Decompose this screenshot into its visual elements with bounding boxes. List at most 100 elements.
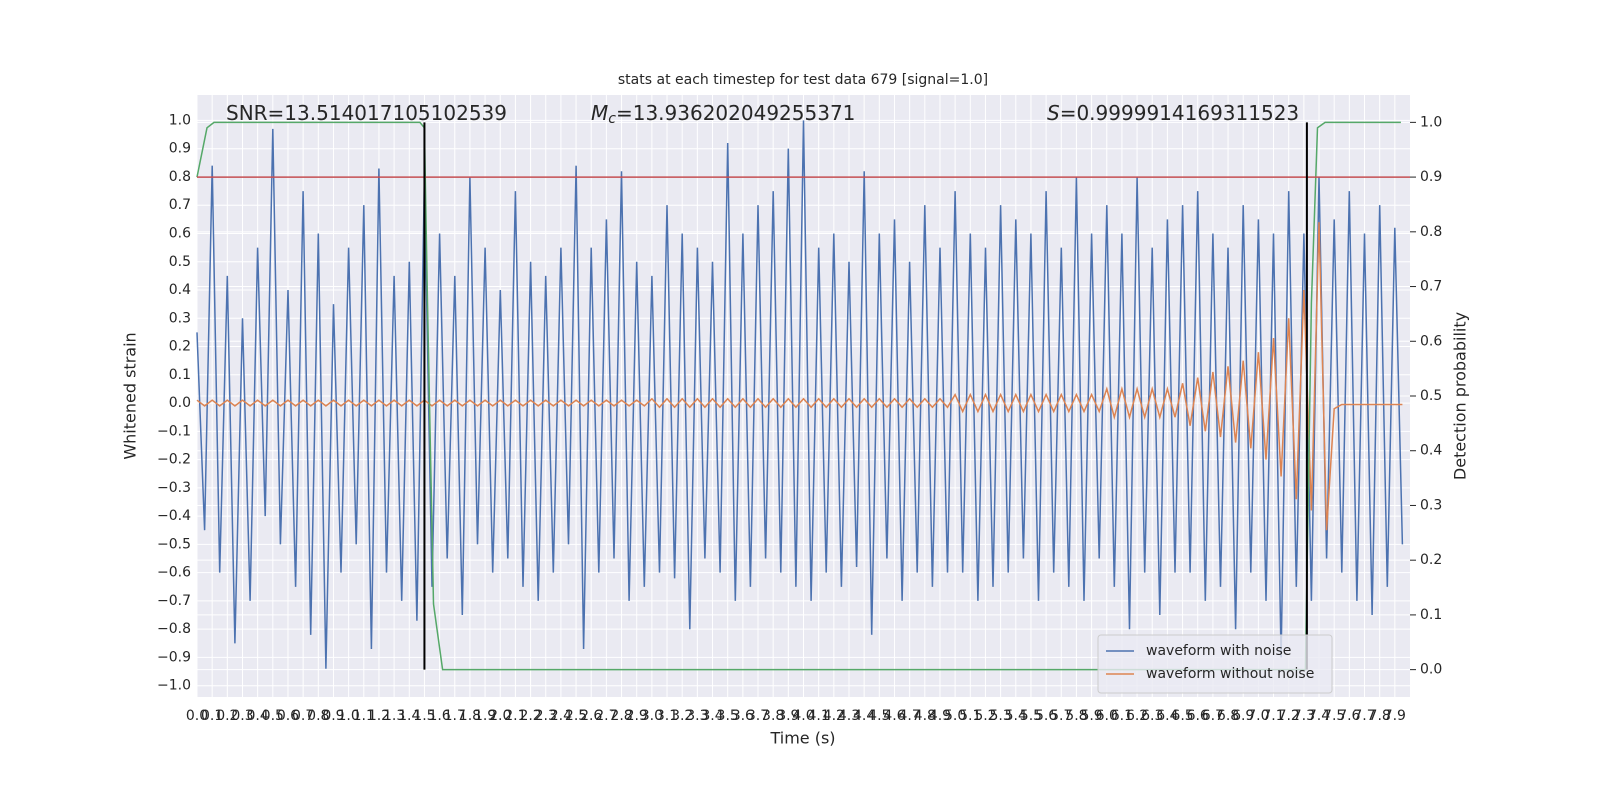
x-tick-label: 2.1	[504, 708, 526, 724]
x-tick-label: 2.0	[489, 708, 511, 724]
x-tick-label: 7.4	[1308, 708, 1330, 724]
series-line	[196, 222, 1403, 531]
x-tick-label: 5.0	[944, 708, 966, 724]
x-tick-label: 0.9	[322, 708, 344, 724]
y-tick-label: 0.4	[169, 282, 191, 298]
x-tick-label: 3.7	[747, 708, 769, 724]
series-line	[196, 121, 1401, 671]
x-axis-label: Time (s)	[769, 729, 835, 748]
y-tick-label: 0.7	[169, 197, 191, 213]
x-tick-label: 3.9	[777, 708, 799, 724]
annotation-subscript: c	[608, 111, 616, 127]
y-tick-label: 0.5	[169, 254, 191, 270]
x-tick-label: 2.4	[550, 708, 572, 724]
x-tick-label: 2.8	[610, 708, 632, 724]
annotation: SNR=13.514017105102539	[226, 101, 507, 125]
y-tick-label: 0.0	[169, 395, 191, 411]
x-tick-label: 4.1	[808, 708, 830, 724]
x-tick-label: 2.3	[535, 708, 557, 724]
x-tick-label: 5.1	[959, 708, 981, 724]
x-tick-label: 3.3	[686, 708, 708, 724]
annotation-text: =0.9999914169311523	[1060, 101, 1299, 125]
x-tick-label: 0.0	[186, 708, 208, 724]
y-tick-label: −0.1	[157, 423, 191, 439]
y-tick-label: −0.3	[157, 480, 191, 496]
x-tick-label: 2.2	[519, 708, 541, 724]
x-tick-label: 6.9	[1232, 708, 1254, 724]
x-tick-label: 4.0	[792, 708, 814, 724]
x-tick-label: 1.3	[383, 708, 405, 724]
x-tick-label: 3.6	[732, 708, 754, 724]
x-tick-label: 5.6	[1035, 708, 1057, 724]
y-tick-label: 0.9	[169, 141, 191, 157]
x-tick-label: 3.5	[717, 708, 739, 724]
x-tick-label: 6.1	[1111, 708, 1133, 724]
x-tick-label: 2.9	[626, 708, 648, 724]
y-tick-label: 0.3	[169, 310, 191, 326]
x-tick-label: 3.2	[671, 708, 693, 724]
x-tick-label: 6.0	[1096, 708, 1118, 724]
annotation: S=0.9999914169311523	[1047, 101, 1299, 125]
x-tick-label: 0.3	[231, 708, 253, 724]
x-tick-label: 4.8	[914, 708, 936, 724]
x-tick-label: 1.4	[398, 708, 420, 724]
x-tick-label: 2.5	[565, 708, 587, 724]
y-tick-label: 0.2	[169, 339, 191, 355]
x-tick-label: 7.5	[1323, 708, 1345, 724]
x-tick-label: 1.8	[459, 708, 481, 724]
legend-label: waveform with noise	[1146, 643, 1291, 659]
x-tick-label: 1.2	[368, 708, 390, 724]
x-tick-label: 4.4	[853, 708, 875, 724]
x-tick-label: 0.4	[247, 708, 269, 724]
x-tick-label: 4.2	[823, 708, 845, 724]
x-tick-label: 6.5	[1171, 708, 1193, 724]
y2-tick-label: 0.3	[1420, 497, 1442, 513]
x-tick-label: 3.8	[762, 708, 784, 724]
x-tick-label: 5.7	[1050, 708, 1072, 724]
y2-axis-label: Detection probability	[1451, 312, 1470, 480]
y2-tick-label: 0.9	[1420, 169, 1442, 185]
y-tick-label: −0.6	[157, 565, 191, 581]
x-tick-label: 1.7	[444, 708, 466, 724]
y2-tick-label: 0.5	[1420, 388, 1442, 404]
x-tick-label: 1.5	[413, 708, 435, 724]
x-tick-label: 0.8	[307, 708, 329, 724]
x-tick-label: 3.0	[641, 708, 663, 724]
x-tick-label: 5.2	[974, 708, 996, 724]
x-tick-label: 6.2	[1126, 708, 1148, 724]
x-tick-label: 6.3	[1141, 708, 1163, 724]
x-tick-label: 2.6	[580, 708, 602, 724]
y2-tick-label: 1.0	[1420, 114, 1442, 130]
y2-tick-label: 0.7	[1420, 279, 1442, 295]
y-tick-label: −0.5	[157, 536, 191, 552]
x-tick-label: 7.9	[1384, 708, 1406, 724]
annotation: Mc=13.936202049255371	[591, 101, 855, 128]
series-line	[196, 120, 1404, 669]
annotation-text: =13.936202049255371	[616, 101, 855, 125]
x-tick-label: 6.6	[1187, 708, 1209, 724]
x-tick-label: 6.7	[1202, 708, 1224, 724]
x-tick-label: 3.4	[701, 708, 723, 724]
y-tick-label: −0.8	[157, 621, 191, 637]
y-tick-label: −0.4	[157, 508, 191, 524]
x-tick-label: 7.8	[1369, 708, 1391, 724]
x-tick-label: 5.5	[1020, 708, 1042, 724]
x-tick-label: 4.3	[838, 708, 860, 724]
x-tick-label: 7.0	[1247, 708, 1269, 724]
x-tick-label: 7.1	[1262, 708, 1284, 724]
y2-tick-label: 0.0	[1420, 662, 1442, 678]
x-tick-label: 1.0	[337, 708, 359, 724]
x-tick-label: 0.2	[216, 708, 238, 724]
x-tick-label: 4.7	[899, 708, 921, 724]
y-tick-label: 0.1	[169, 367, 191, 383]
x-tick-label: 5.9	[1080, 708, 1102, 724]
y-tick-label: 1.0	[169, 112, 191, 128]
x-tick-label: 7.6	[1338, 708, 1360, 724]
x-tick-label: 3.1	[656, 708, 678, 724]
y2-tick-label: 0.8	[1420, 224, 1442, 240]
legend-box	[1097, 634, 1333, 694]
x-tick-label: 2.7	[595, 708, 617, 724]
x-tick-label: 4.6	[883, 708, 905, 724]
